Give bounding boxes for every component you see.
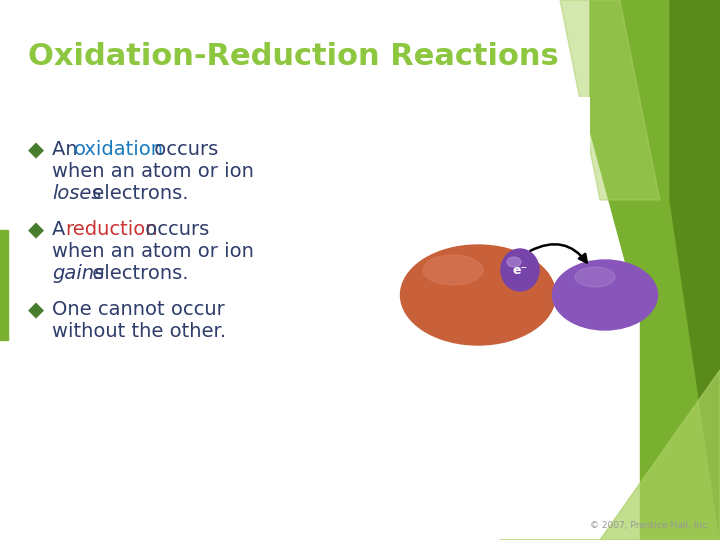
Ellipse shape <box>501 249 539 291</box>
Text: without the other.: without the other. <box>52 322 226 341</box>
Text: gains: gains <box>52 264 104 283</box>
Polygon shape <box>590 0 720 390</box>
Ellipse shape <box>400 245 556 345</box>
Text: electrons.: electrons. <box>86 184 189 203</box>
Text: loses: loses <box>52 184 102 203</box>
Text: ◆: ◆ <box>28 220 44 240</box>
Text: Oxidation-Reduction Reactions: Oxidation-Reduction Reactions <box>28 42 559 71</box>
Text: ◆: ◆ <box>28 140 44 160</box>
Text: One cannot occur: One cannot occur <box>52 300 225 319</box>
Text: A: A <box>52 220 71 239</box>
Polygon shape <box>500 370 720 540</box>
Text: when an atom or ion: when an atom or ion <box>52 242 254 261</box>
Text: occurs: occurs <box>139 220 210 239</box>
Text: e⁻: e⁻ <box>513 264 528 276</box>
Ellipse shape <box>575 267 615 287</box>
Polygon shape <box>560 0 660 200</box>
Ellipse shape <box>423 255 483 285</box>
Text: occurs: occurs <box>148 140 218 159</box>
Text: reduction: reduction <box>65 220 158 239</box>
Polygon shape <box>640 0 720 540</box>
Text: ◆: ◆ <box>28 300 44 320</box>
Text: oxidation: oxidation <box>74 140 164 159</box>
Polygon shape <box>284 97 590 405</box>
Text: © 2007, Prentice-Hall, Inc.: © 2007, Prentice-Hall, Inc. <box>590 521 710 530</box>
Text: when an atom or ion: when an atom or ion <box>52 162 254 181</box>
Text: electrons.: electrons. <box>86 264 189 283</box>
Ellipse shape <box>552 260 657 330</box>
Ellipse shape <box>507 257 521 267</box>
Polygon shape <box>670 0 720 540</box>
Polygon shape <box>0 230 8 340</box>
Text: An: An <box>52 140 84 159</box>
